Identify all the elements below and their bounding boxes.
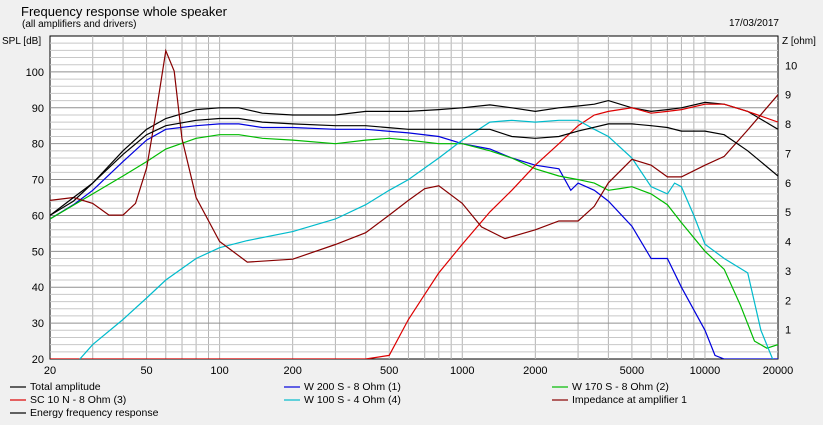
chart-date: 17/03/2017	[729, 18, 779, 29]
y2-tick-label: 3	[785, 266, 791, 278]
y-tick-label: 90	[32, 103, 44, 115]
y2-tick-label: 9	[785, 90, 791, 102]
x-tick-label: 5000	[620, 365, 644, 377]
axis-ticks: 20 50 100 200 500 1000 2000 5000 10000 20000 20 30 4…	[26, 60, 798, 377]
series-line-1	[50, 99, 778, 216]
y-tick-label: 30	[32, 318, 44, 330]
y2-tick-label: 1	[785, 325, 791, 337]
y2-tick-label: 7	[785, 148, 791, 160]
x-tick-label: 20	[44, 365, 56, 377]
chart-title: Frequency response whole speaker	[21, 4, 228, 19]
y-tick-label: 20	[32, 354, 44, 366]
legend-entry: W 100 S - 4 Ohm (4)	[304, 394, 401, 406]
series-line-3	[50, 134, 778, 349]
chart-subtitle: (all amplifiers and drivers)	[22, 19, 136, 30]
x-tick-label: 50	[140, 365, 152, 377]
x-tick-label: 500	[380, 365, 398, 377]
legend: Total amplitude W 200 S - 8 Ohm (1) W 170 …	[10, 381, 687, 419]
x-tick-label: 100	[210, 365, 228, 377]
y-tick-label: 70	[32, 175, 44, 187]
y-tick-label: 100	[26, 67, 44, 79]
x-tick-label: 2000	[523, 365, 547, 377]
series-layer	[50, 48, 778, 359]
y2-tick-label: 4	[785, 237, 791, 249]
legend-entry: Energy frequency response	[30, 407, 159, 419]
series-line-2	[50, 123, 778, 359]
y-tick-label: 50	[32, 246, 44, 258]
x-tick-label: 20000	[763, 365, 794, 377]
series-line-4	[50, 103, 778, 359]
y2-tick-label: 6	[785, 178, 791, 190]
y2-tick-label: 5	[785, 207, 791, 219]
y-axis-label: SPL [dB]	[2, 36, 41, 47]
legend-entry: W 200 S - 8 Ohm (1)	[304, 381, 401, 393]
y2-tick-label: 8	[785, 119, 791, 131]
y-tick-label: 80	[32, 139, 44, 151]
y2-tick-label: 10	[785, 60, 797, 72]
series-line-5	[79, 119, 774, 359]
legend-entry: SC 10 N - 8 Ohm (3)	[30, 394, 126, 406]
grid	[50, 36, 778, 359]
x-tick-label: 200	[283, 365, 301, 377]
x-tick-label: 10000	[690, 365, 721, 377]
y-tick-label: 60	[32, 210, 44, 222]
y2-axis-label: Z [ohm]	[782, 36, 816, 47]
y2-tick-label: 2	[785, 295, 791, 307]
legend-entry: W 170 S - 8 Ohm (2)	[572, 381, 669, 393]
series-line-6	[50, 48, 778, 263]
series-line-7	[50, 117, 778, 216]
legend-entry: Total amplitude	[30, 381, 101, 393]
y-tick-label: 40	[32, 282, 44, 294]
x-tick-label: 1000	[450, 365, 474, 377]
legend-entry: Impedance at amplifier 1	[572, 394, 687, 406]
